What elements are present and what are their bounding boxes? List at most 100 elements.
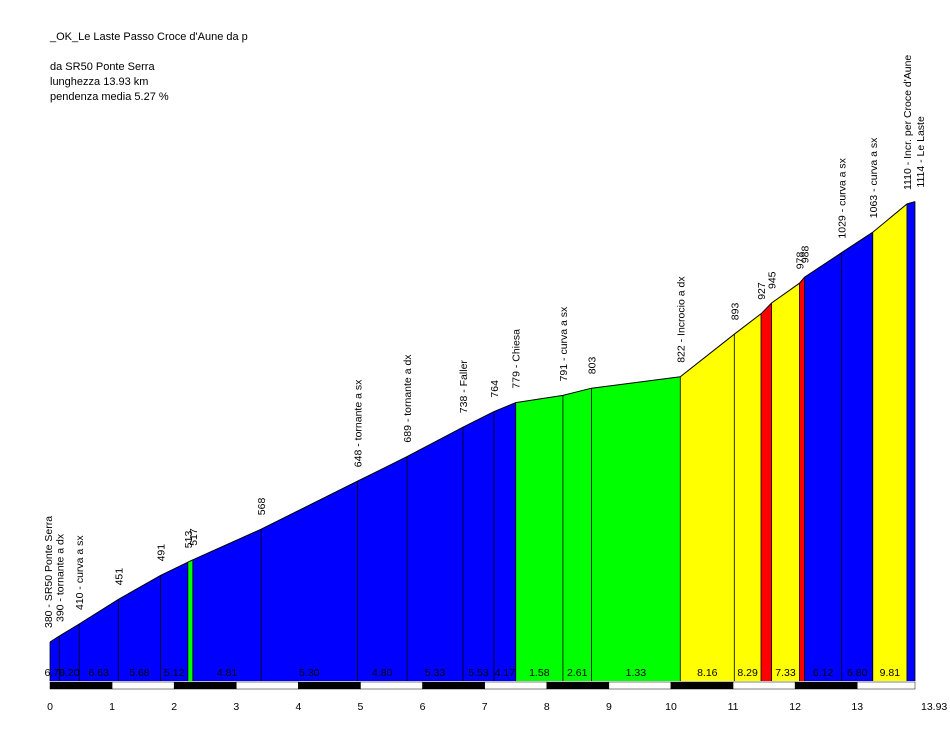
profile-segment	[192, 529, 262, 681]
km-tick-label: 4	[295, 701, 301, 713]
segment-grade-label: 5.68	[129, 667, 150, 679]
km-tick-label: 13	[851, 701, 863, 713]
point-label: 513	[183, 531, 195, 549]
point-label: 451	[113, 568, 125, 586]
profile-segment	[187, 559, 193, 681]
segment-grade-label: 5.33	[425, 667, 446, 679]
km-tick-label: 8	[544, 701, 550, 713]
point-label: 893	[729, 303, 741, 321]
point-label: 380 - SR50 Ponte Serra	[43, 516, 55, 628]
point-label: 803	[586, 357, 598, 375]
segment-grade-label: 6.12	[813, 667, 834, 679]
point-label: 410 - curva a sx	[74, 535, 86, 610]
point-label: 491	[156, 544, 168, 562]
scale-bar-segment	[298, 681, 361, 690]
scale-bar-segment	[608, 681, 672, 690]
segment-grade-label: 1.33	[626, 667, 647, 679]
profile-segment	[59, 624, 80, 681]
profile-grade: pendenza media 5.27 %	[50, 91, 169, 103]
km-tick-labels: 0 1 2 3 4 5 6 7 8 9 10 11 12 13 13.93	[47, 701, 947, 713]
segment-grade-label: 9.81	[880, 667, 901, 679]
segment-grade-label: 4.17	[495, 667, 516, 679]
point-label: 390 - tornante a dx	[54, 533, 66, 622]
scale-bar-segment	[670, 681, 734, 690]
segment-grade-label: 7.33	[775, 667, 796, 679]
point-labels: 380 - SR50 Ponte Serra 390 - tornante a d…	[43, 55, 927, 628]
profile-outline	[49, 201, 916, 681]
point-label: 779 - Chiesa	[511, 329, 523, 389]
segment-grade-label: 6.70	[44, 667, 65, 679]
segment-grade-label: 6.80	[847, 667, 868, 679]
profile-segment	[804, 252, 842, 681]
km-tick-label: 0	[47, 701, 53, 713]
profile-line	[49, 201, 916, 643]
profile-segment	[357, 456, 408, 681]
point-label: 738 - Faller	[458, 360, 470, 414]
km-tick-label: 10	[665, 701, 677, 713]
km-tick-label: 3	[233, 701, 239, 713]
segment-grade-label: 5.53	[468, 667, 489, 679]
profile-segment	[261, 481, 358, 681]
point-label: 927	[756, 282, 768, 300]
km-tick-label: 5	[358, 701, 364, 713]
point-label: 978	[795, 252, 807, 270]
profile-segment	[407, 427, 463, 681]
scale-bar-segment	[360, 681, 423, 690]
segment-grade-label: 5.12	[164, 667, 185, 679]
profile-segment	[515, 395, 563, 681]
profile-segment	[462, 411, 494, 681]
km-tick-label: 13.93	[921, 701, 947, 713]
scale-bar-segment	[422, 681, 485, 690]
segment-grade-label: 6.63	[89, 667, 110, 679]
point-label: 945	[767, 271, 779, 289]
km-scale-bar	[49, 681, 916, 690]
segment-grade-label: 4.81	[217, 667, 238, 679]
profile-start: da SR50 Ponte Serra	[50, 61, 155, 73]
scale-bar-segment	[484, 681, 548, 690]
km-tick-label: 9	[606, 701, 612, 713]
km-tick-label: 6	[420, 701, 426, 713]
km-tick-label: 2	[171, 701, 177, 713]
profile-segment	[160, 562, 188, 681]
point-label: 1114 - Le Laste	[915, 116, 927, 188]
segment-grade-label: 2.61	[567, 667, 588, 679]
profile-info: _OK_Le Laste Passo Croce d'Aune da p da …	[50, 30, 248, 105]
profile-segment	[562, 388, 592, 681]
point-label: 822 - Incrocio a dx	[675, 276, 687, 363]
grade-labels: 6.706.20 6.63 5.68 5.12 4.81 5.30 4.80 5.33 5.53…	[44, 667, 900, 679]
profile-segment	[50, 636, 60, 681]
profile-segment	[680, 334, 735, 681]
profile-segment	[906, 201, 915, 681]
segment-grade-label: 4.80	[372, 667, 393, 679]
scale-bar-segment	[546, 681, 610, 690]
scale-bar-segment	[732, 681, 796, 690]
point-label: 689 - tornante a dx	[402, 354, 414, 443]
profile-segment	[761, 303, 772, 681]
point-label: 648 - tornante a sx	[352, 379, 364, 467]
segment-grade-label: 8.29	[737, 667, 758, 679]
point-label: 517	[188, 528, 200, 546]
point-label: 1110 - Incr. per Croce d'Aune	[902, 55, 914, 190]
scale-bar-segment	[111, 681, 175, 690]
km-tick-label: 12	[789, 701, 801, 713]
segment-grade-label: 1.58	[529, 667, 550, 679]
point-label: 988	[799, 246, 811, 264]
scale-bar-segment	[49, 681, 113, 690]
km-tick-label: 11	[728, 701, 739, 713]
point-label: 791 - curva a sx	[558, 306, 570, 381]
profile-segment	[841, 232, 873, 681]
scale-bar-segment	[236, 681, 299, 690]
profile-segment	[872, 204, 907, 681]
profile-segment	[799, 277, 805, 681]
km-tick-label: 7	[482, 701, 488, 713]
km-tick-label: 1	[109, 701, 115, 713]
scale-bar-segment	[794, 681, 858, 690]
segment-grade-label: 6.20	[59, 667, 80, 679]
segment-grade-label: 5.30	[299, 667, 320, 679]
point-label: 568	[256, 498, 268, 516]
profile-segment	[771, 283, 800, 681]
profile-title: _OK_Le Laste Passo Croce d'Aune da p	[50, 31, 248, 43]
point-label: 764	[489, 380, 501, 398]
segment-grade-label: 8.16	[697, 667, 718, 679]
